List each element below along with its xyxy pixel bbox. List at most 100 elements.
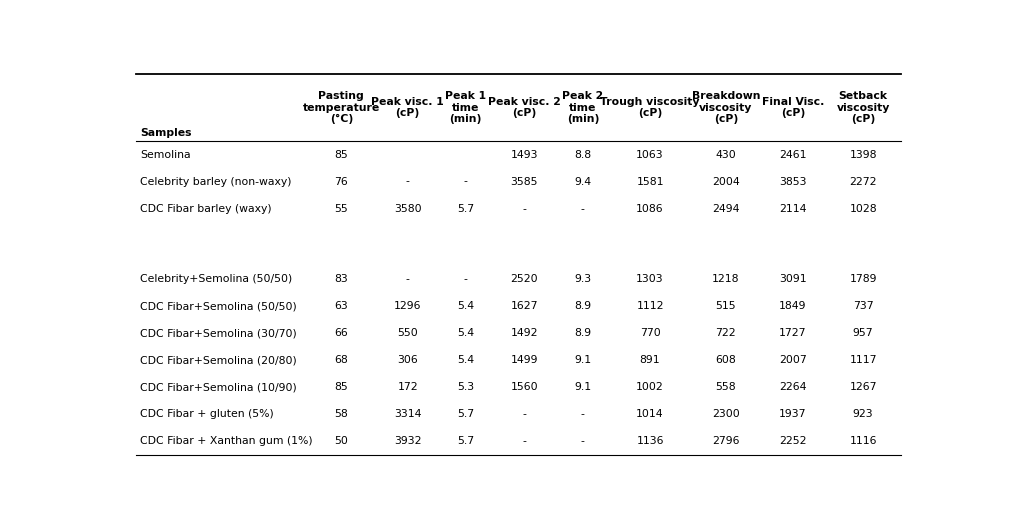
Text: CDC Fibar+Semolina (20/80): CDC Fibar+Semolina (20/80) [140,355,296,365]
Text: 2114: 2114 [778,204,806,214]
Text: 1581: 1581 [636,177,663,187]
Text: 58: 58 [334,409,348,419]
Text: 5.4: 5.4 [457,301,473,311]
Text: 891: 891 [639,355,660,365]
Text: CDC Fibar + Xanthan gum (1%): CDC Fibar + Xanthan gum (1%) [140,436,312,446]
Text: Peak visc. 1
(cP): Peak visc. 1 (cP) [371,97,444,119]
Text: 9.1: 9.1 [573,355,590,365]
Text: -: - [522,204,526,214]
Text: 923: 923 [852,409,872,419]
Text: 2007: 2007 [778,355,806,365]
Text: 1117: 1117 [848,355,876,365]
Text: 1499: 1499 [510,355,538,365]
Text: -: - [580,409,584,419]
Text: Breakdown
viscosity
(cP): Breakdown viscosity (cP) [691,91,759,124]
Text: 1398: 1398 [848,150,876,160]
Text: 172: 172 [397,382,418,392]
Text: 50: 50 [334,436,348,446]
Text: 83: 83 [334,274,348,284]
Text: 2300: 2300 [711,409,739,419]
Text: 3580: 3580 [393,204,421,214]
Text: Celebrity barley (non-waxy): Celebrity barley (non-waxy) [140,177,291,187]
Text: 5.7: 5.7 [457,436,473,446]
Text: 1028: 1028 [848,204,877,214]
Text: 1086: 1086 [636,204,663,214]
Text: 5.7: 5.7 [457,204,473,214]
Text: -: - [463,177,467,187]
Text: 5.7: 5.7 [457,409,473,419]
Text: 5.4: 5.4 [457,328,473,338]
Text: 1492: 1492 [510,328,538,338]
Text: CDC Fibar barley (waxy): CDC Fibar barley (waxy) [140,204,271,214]
Text: 722: 722 [715,328,735,338]
Text: 2796: 2796 [712,436,739,446]
Text: 558: 558 [715,382,735,392]
Text: 1063: 1063 [636,150,663,160]
Text: Pasting
temperature
(°C): Pasting temperature (°C) [302,91,379,124]
Text: Semolina: Semolina [140,150,190,160]
Text: 608: 608 [715,355,735,365]
Text: Peak 2
time
(min): Peak 2 time (min) [562,91,603,124]
Text: 2264: 2264 [778,382,806,392]
Text: 9.1: 9.1 [573,382,590,392]
Text: 1296: 1296 [393,301,421,311]
Text: 1267: 1267 [848,382,876,392]
Text: 3932: 3932 [393,436,421,446]
Text: 63: 63 [334,301,348,311]
Text: 2494: 2494 [712,204,739,214]
Text: 2461: 2461 [778,150,806,160]
Text: -: - [522,436,526,446]
Text: 2272: 2272 [848,177,876,187]
Text: Peak visc. 2
(cP): Peak visc. 2 (cP) [487,97,560,119]
Text: 1849: 1849 [778,301,806,311]
Text: 1014: 1014 [636,409,663,419]
Text: -: - [580,204,584,214]
Text: 3314: 3314 [393,409,421,419]
Text: CDC Fibar+Semolina (50/50): CDC Fibar+Semolina (50/50) [140,301,296,311]
Text: Samples: Samples [140,128,191,138]
Text: Setback
viscosity
(cP): Setback viscosity (cP) [836,91,889,124]
Text: 2004: 2004 [711,177,739,187]
Text: 1116: 1116 [848,436,876,446]
Text: 66: 66 [334,328,348,338]
Text: -: - [522,409,526,419]
Text: CDC Fibar + gluten (5%): CDC Fibar + gluten (5%) [140,409,273,419]
Text: 430: 430 [715,150,735,160]
Text: 9.4: 9.4 [573,177,590,187]
Text: 8.8: 8.8 [573,150,590,160]
Text: 2252: 2252 [778,436,806,446]
Text: 3091: 3091 [778,274,806,284]
Text: 306: 306 [397,355,418,365]
Text: 515: 515 [715,301,735,311]
Text: 76: 76 [334,177,348,187]
Text: 2520: 2520 [510,274,538,284]
Text: 1002: 1002 [636,382,663,392]
Text: 9.3: 9.3 [573,274,590,284]
Text: 85: 85 [334,150,348,160]
Text: CDC Fibar+Semolina (10/90): CDC Fibar+Semolina (10/90) [140,382,296,392]
Text: 1136: 1136 [636,436,663,446]
Text: 957: 957 [852,328,872,338]
Text: Trough viscosity
(cP): Trough viscosity (cP) [600,97,700,119]
Text: 1627: 1627 [510,301,538,311]
Text: CDC Fibar+Semolina (30/70): CDC Fibar+Semolina (30/70) [140,328,296,338]
Text: Peak 1
time
(min): Peak 1 time (min) [445,91,485,124]
Text: 1789: 1789 [848,274,876,284]
Text: 5.3: 5.3 [457,382,473,392]
Text: 5.4: 5.4 [457,355,473,365]
Text: 3585: 3585 [510,177,538,187]
Text: 1560: 1560 [510,382,538,392]
Text: 8.9: 8.9 [573,328,590,338]
Text: Celebrity+Semolina (50/50): Celebrity+Semolina (50/50) [140,274,292,284]
Text: 1727: 1727 [778,328,806,338]
Text: -: - [405,274,409,284]
Text: 1218: 1218 [712,274,739,284]
Text: -: - [405,177,409,187]
Text: Final Visc.
(cP): Final Visc. (cP) [761,97,823,119]
Text: 1303: 1303 [636,274,663,284]
Text: 55: 55 [334,204,348,214]
Text: 737: 737 [852,301,872,311]
Text: -: - [580,436,584,446]
Text: -: - [463,274,467,284]
Text: 550: 550 [397,328,418,338]
